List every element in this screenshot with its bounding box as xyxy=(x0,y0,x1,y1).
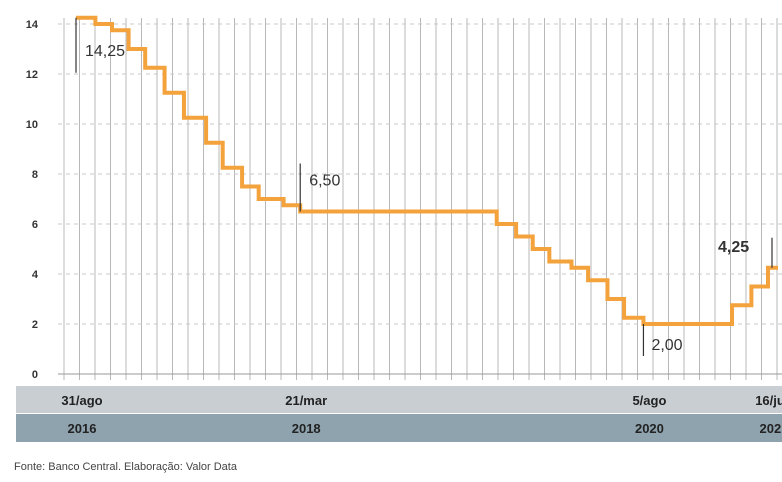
y-tick-label: 6 xyxy=(32,219,38,231)
date-band xyxy=(16,386,782,413)
annotation-label: 14,25 xyxy=(85,43,125,60)
x-year-label: 2020 xyxy=(635,421,664,436)
y-tick-label: 14 xyxy=(26,19,39,31)
annotation-label: 6,50 xyxy=(309,173,340,190)
y-tick-label: 4 xyxy=(32,269,39,281)
y-tick-label: 12 xyxy=(26,69,38,81)
x-date-label: 21/mar xyxy=(285,393,327,408)
year-band xyxy=(16,414,782,442)
x-date-label: 5/ago xyxy=(632,393,666,408)
x-date-label: 31/ago xyxy=(61,393,102,408)
y-tick-label: 10 xyxy=(26,119,38,131)
source-note: Fonte: Banco Central. Elaboração: Valor … xyxy=(14,461,238,473)
y-tick-label: 0 xyxy=(32,369,38,381)
y-tick-label: 2 xyxy=(32,319,38,331)
x-year-label: 2016 xyxy=(68,421,97,436)
y-tick-label: 8 xyxy=(32,169,38,181)
x-date-label: 16/jun xyxy=(755,393,782,408)
annotation-label: 4,25 xyxy=(718,239,749,256)
x-year-label: 2018 xyxy=(292,421,321,436)
annotation-label: 2,00 xyxy=(651,337,682,354)
